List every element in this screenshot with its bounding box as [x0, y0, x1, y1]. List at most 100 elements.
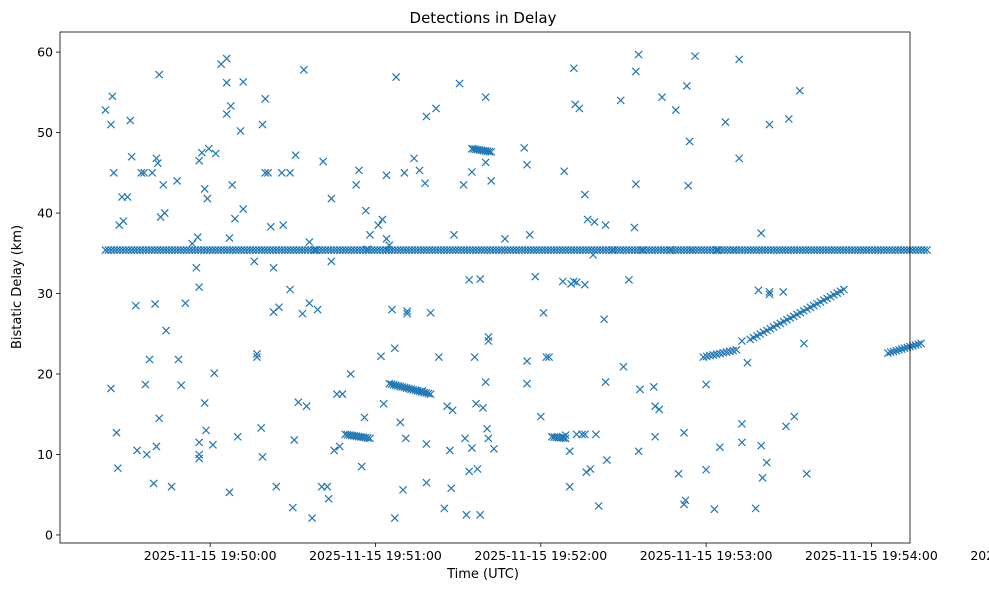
- data-point: [422, 439, 431, 449]
- data-point: [113, 464, 122, 473]
- data-point: [202, 246, 211, 255]
- data-point: [590, 246, 599, 255]
- data-point: [319, 157, 328, 166]
- data-point: [360, 413, 369, 422]
- x-tick-label: 2025-11-15 19:51:00: [309, 548, 442, 563]
- data-point: [335, 442, 344, 451]
- data-point: [599, 246, 608, 255]
- data-point: [916, 339, 926, 348]
- data-point: [619, 362, 628, 371]
- data-point: [518, 246, 527, 255]
- data-point: [182, 246, 191, 255]
- data-point: [279, 221, 288, 230]
- data-point: [159, 180, 168, 189]
- data-point: [573, 246, 582, 255]
- data-point: [816, 246, 825, 255]
- data-point: [711, 246, 720, 255]
- data-point: [392, 73, 401, 82]
- data-point: [291, 151, 300, 160]
- data-point: [200, 398, 209, 408]
- data-point: [309, 246, 318, 255]
- data-point: [338, 246, 347, 255]
- data-point: [299, 65, 308, 74]
- data-point: [145, 355, 154, 364]
- data-point: [188, 246, 197, 255]
- data-point: [478, 403, 487, 412]
- data-point: [680, 246, 689, 255]
- data-point: [565, 482, 574, 491]
- data-point: [645, 246, 654, 255]
- data-point: [631, 180, 640, 189]
- data-point: [426, 308, 435, 317]
- data-point: [220, 246, 229, 255]
- data-point: [463, 246, 472, 255]
- data-point: [787, 246, 796, 255]
- data-point: [237, 246, 246, 255]
- data-point: [133, 246, 142, 255]
- data-point: [729, 246, 738, 255]
- data-point: [272, 482, 281, 491]
- data-point: [714, 246, 723, 255]
- data-point: [292, 246, 301, 255]
- data-point: [439, 246, 448, 255]
- data-point: [541, 246, 550, 255]
- data-point: [350, 246, 359, 255]
- data-point: [462, 510, 471, 519]
- data-point: [283, 246, 292, 255]
- data-point: [766, 246, 775, 255]
- data-point: [775, 246, 784, 255]
- data-point: [868, 246, 877, 255]
- data-point: [781, 246, 790, 255]
- data-point: [503, 246, 512, 255]
- data-point: [301, 246, 310, 255]
- data-point: [710, 505, 719, 514]
- data-point: [853, 246, 862, 255]
- data-point: [431, 246, 440, 255]
- data-point: [460, 246, 469, 255]
- data-point: [403, 307, 412, 316]
- data-point: [616, 96, 625, 105]
- data-point: [542, 353, 551, 362]
- data-point: [448, 406, 457, 415]
- data-point: [630, 223, 639, 232]
- data-point: [376, 352, 386, 361]
- data-point: [195, 454, 204, 463]
- data-point: [575, 104, 584, 113]
- data-point: [243, 246, 252, 255]
- data-point: [668, 246, 677, 255]
- data-point: [410, 154, 419, 163]
- x-tick-label: 2025-11-15 19:55:00: [970, 548, 989, 563]
- data-point: [208, 440, 217, 449]
- data-point: [298, 246, 307, 255]
- data-point: [338, 390, 347, 399]
- data-point: [275, 303, 284, 312]
- data-point: [205, 246, 214, 255]
- data-point: [365, 230, 374, 239]
- data-point: [587, 246, 596, 255]
- data-point: [170, 246, 179, 255]
- data-point: [365, 434, 374, 443]
- data-point: [236, 126, 245, 136]
- data-point: [228, 246, 237, 255]
- data-point: [536, 412, 545, 421]
- data-point: [735, 55, 744, 64]
- data-point: [624, 275, 633, 284]
- data-point: [920, 246, 929, 255]
- data-point: [484, 336, 493, 346]
- data-point: [754, 286, 763, 295]
- data-point: [379, 399, 388, 408]
- data-point: [408, 246, 417, 255]
- data-point: [225, 246, 234, 255]
- data-point: [277, 246, 286, 255]
- data-point: [656, 246, 665, 255]
- data-point: [422, 246, 431, 255]
- y-tick-label: 30: [37, 286, 53, 301]
- data-point: [799, 339, 808, 348]
- data-point: [569, 64, 578, 73]
- data-point: [401, 434, 410, 443]
- data-point: [580, 190, 589, 199]
- data-point: [155, 70, 164, 79]
- data-point: [804, 246, 813, 255]
- data-point: [347, 246, 356, 255]
- data-point: [772, 246, 781, 255]
